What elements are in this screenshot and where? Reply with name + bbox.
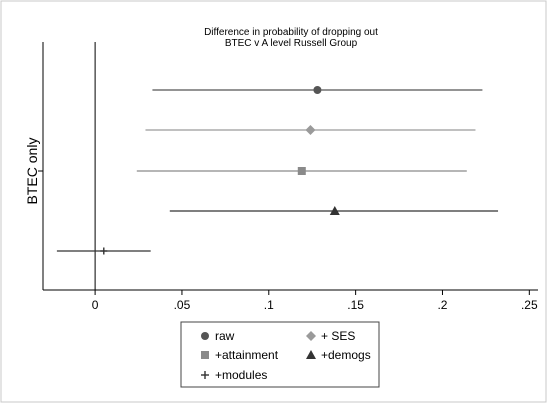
chart-subtitle: BTEC v A level Russell Group <box>225 38 358 49</box>
legend-marker-raw <box>201 332 209 340</box>
chart-title: Difference in probability of dropping ou… <box>204 27 378 38</box>
x-tick-label: .2 <box>437 298 447 312</box>
point-demogs <box>329 206 340 215</box>
point-attainment <box>297 167 306 175</box>
x-tick-label: .25 <box>521 298 538 312</box>
legend-marker-attainment <box>201 351 209 359</box>
plot-area: 0 .05 .1 .15 .2 .25 <box>38 42 538 312</box>
y-axis-label: BTEC only <box>24 138 40 205</box>
x-tick-label: .1 <box>264 298 274 312</box>
x-tick-label: .15 <box>347 298 364 312</box>
legend-marker-ses <box>306 331 316 341</box>
legend-marker-demogs <box>306 350 316 359</box>
point-modules <box>100 247 108 255</box>
legend-box <box>180 321 380 388</box>
point-raw <box>313 86 322 94</box>
legend: raw + SES +attainment +demogs +modules <box>180 321 380 388</box>
legend-marker-modules <box>201 371 209 379</box>
legend-label-ses: + SES <box>321 329 355 343</box>
point-ses <box>305 125 316 135</box>
legend-label-demogs: +demogs <box>321 348 371 362</box>
legend-label-modules: +modules <box>215 368 267 382</box>
x-tick-label: .05 <box>174 298 191 312</box>
legend-items: raw + SES +attainment +demogs +modules <box>201 329 371 382</box>
legend-label-attainment: +attainment <box>215 348 279 362</box>
legend-label-raw: raw <box>215 329 235 343</box>
x-tick-label: 0 <box>92 298 99 312</box>
